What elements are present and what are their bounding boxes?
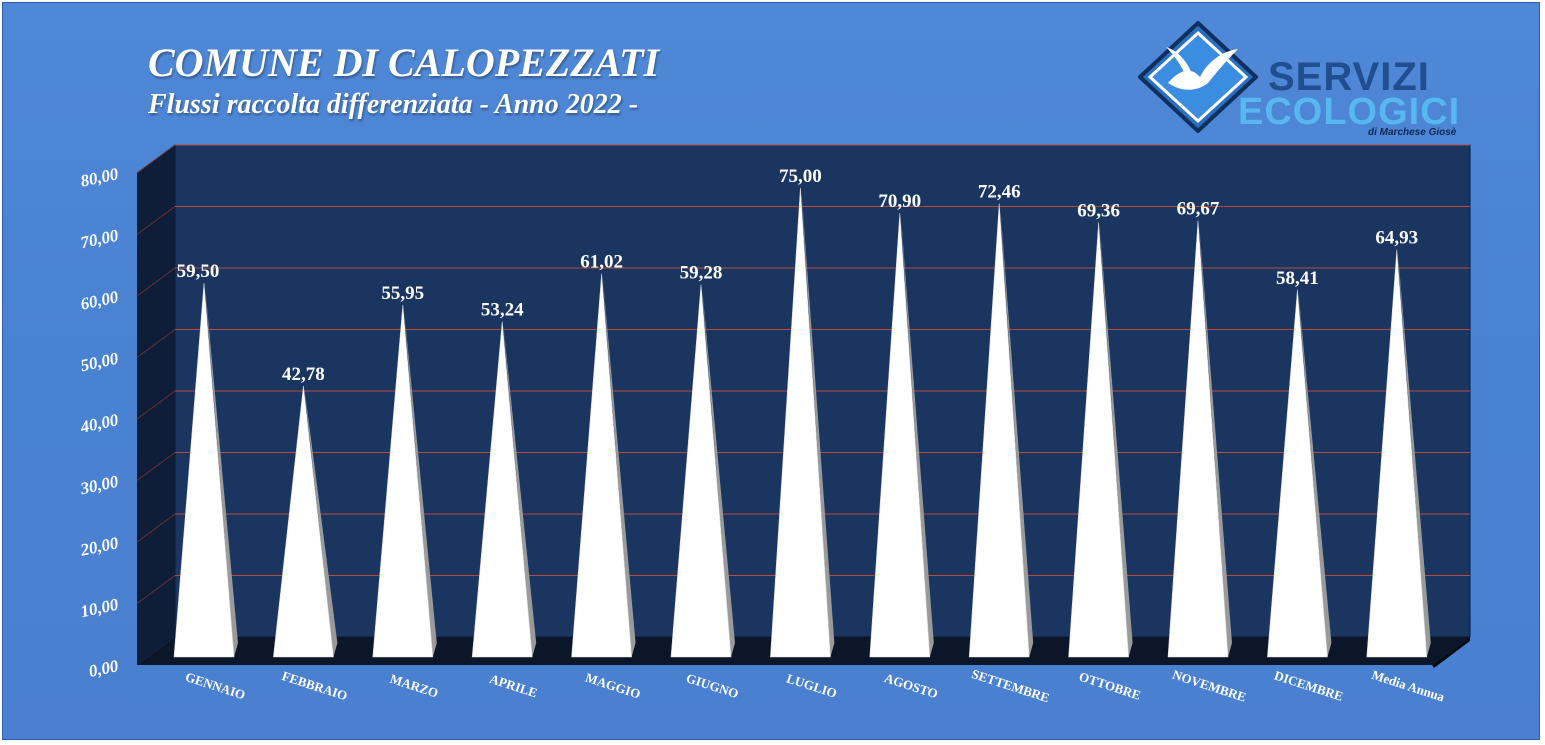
cone-12 bbox=[1366, 249, 1428, 658]
cone-shadow-0 bbox=[205, 285, 238, 657]
cone-shadow-10 bbox=[1199, 222, 1232, 658]
cone-3 bbox=[471, 321, 533, 658]
category-label-7: AGOSTO bbox=[883, 670, 940, 701]
category-label-11: DICEMBRE bbox=[1272, 668, 1345, 704]
cone-8 bbox=[968, 203, 1030, 658]
cone-shadow-8 bbox=[1000, 205, 1034, 657]
y-tick-label-5: 50,00 bbox=[79, 349, 121, 376]
category-label-10: NOVEMBRE bbox=[1171, 667, 1248, 705]
value-label-4: 61,02 bbox=[580, 252, 623, 273]
value-label-2: 55,95 bbox=[381, 283, 424, 304]
seagull-diamond-icon bbox=[1137, 20, 1259, 134]
value-label-1: 42,78 bbox=[282, 364, 325, 385]
chart-title: COMUNE DI CALOPEZZATI bbox=[148, 40, 660, 85]
cone-9 bbox=[1068, 222, 1129, 658]
y-tick-label-7: 70,00 bbox=[79, 226, 121, 253]
y-tick-label-2: 20,00 bbox=[78, 533, 121, 560]
gridline-side-6 bbox=[136, 267, 176, 297]
y-tick-label-4: 40,00 bbox=[78, 410, 121, 437]
value-label-3: 53,24 bbox=[481, 300, 524, 321]
category-label-6: LUGLIO bbox=[785, 671, 839, 701]
cone-4 bbox=[571, 273, 632, 658]
category-label-5: GIUGNO bbox=[684, 670, 740, 701]
y-tick-label-8: 80,00 bbox=[79, 164, 121, 191]
cone-shadow-2 bbox=[403, 306, 437, 657]
category-label-4: MAGGIO bbox=[584, 670, 643, 702]
cone-shadow-6 bbox=[801, 189, 835, 657]
category-label-0: GENNAIO bbox=[184, 669, 248, 702]
cone-shadow-11 bbox=[1298, 291, 1332, 657]
category-label-1: FEBBRAIO bbox=[280, 668, 349, 703]
cone-shadow-12 bbox=[1397, 251, 1431, 658]
cone-2 bbox=[372, 304, 434, 658]
value-label-7: 70,90 bbox=[878, 191, 921, 212]
value-label-5: 59,28 bbox=[680, 262, 723, 283]
cone-shadow-9 bbox=[1099, 224, 1133, 657]
value-label-0: 59,50 bbox=[177, 261, 220, 282]
cone-shadow-7 bbox=[900, 214, 934, 657]
gridline-side-8 bbox=[136, 144, 176, 174]
value-label-9: 69,36 bbox=[1077, 200, 1120, 221]
gridline-side-5 bbox=[136, 329, 176, 358]
logo-line-servizi: SERVIZI bbox=[1268, 55, 1430, 99]
y-tick-label-1: 10,00 bbox=[79, 595, 121, 622]
cone-10 bbox=[1167, 220, 1229, 658]
gridline-side-1 bbox=[136, 575, 176, 604]
cone-7 bbox=[869, 212, 931, 658]
gridline-side-2 bbox=[136, 513, 176, 543]
category-label-12: Media Annua bbox=[1370, 667, 1447, 705]
cone-0 bbox=[173, 283, 235, 658]
gridline-side-3 bbox=[136, 452, 176, 481]
cone-5 bbox=[670, 284, 732, 658]
company-logo: SERVIZI ECOLOGICI di Marchese Giosè bbox=[1137, 20, 1468, 138]
logo-line-owner: di Marchese Giosè bbox=[1368, 127, 1457, 138]
gridline-side-4 bbox=[136, 390, 176, 420]
cone-6 bbox=[770, 187, 831, 658]
value-label-11: 58,41 bbox=[1276, 268, 1319, 289]
y-tick-label-0: 0,00 bbox=[87, 656, 121, 681]
cone-shadow-5 bbox=[702, 286, 735, 657]
category-label-8: SETTEMBRE bbox=[970, 666, 1052, 705]
category-label-9: OTTOBRE bbox=[1077, 669, 1143, 703]
chart-subtitle: Flussi raccolta differenziata - Anno 202… bbox=[148, 89, 639, 120]
cone-shadow-1 bbox=[304, 387, 338, 657]
y-tick-label-6: 60,00 bbox=[79, 287, 121, 314]
value-label-8: 72,46 bbox=[978, 181, 1021, 202]
cone-11 bbox=[1267, 289, 1328, 658]
logo-line-ecologici: ECOLOGICI bbox=[1238, 91, 1461, 133]
plot-floor-edge bbox=[1432, 637, 1470, 668]
y-tick-label-3: 30,00 bbox=[78, 472, 121, 499]
value-label-10: 69,67 bbox=[1177, 199, 1220, 220]
category-label-3: APRILE bbox=[488, 671, 539, 700]
value-label-6: 75,00 bbox=[779, 166, 822, 187]
cone-1 bbox=[273, 385, 334, 658]
gridline-side-7 bbox=[136, 206, 176, 235]
cone-shadow-4 bbox=[602, 275, 636, 657]
category-label-2: MARZO bbox=[388, 671, 440, 701]
value-label-12: 64,93 bbox=[1375, 228, 1418, 249]
cone-shadow-3 bbox=[503, 323, 537, 657]
